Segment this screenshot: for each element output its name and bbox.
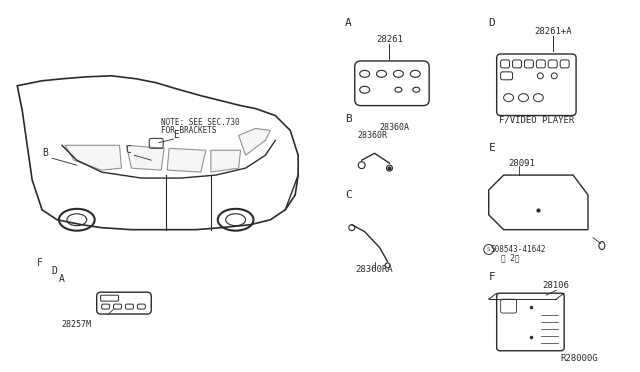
Text: E: E <box>173 130 179 140</box>
Text: R28000G: R28000G <box>560 354 598 363</box>
Text: B: B <box>345 113 351 124</box>
Polygon shape <box>167 148 206 172</box>
Polygon shape <box>17 76 298 230</box>
Text: D: D <box>489 18 495 28</box>
Text: 28360R: 28360R <box>358 131 388 140</box>
Text: F/VIDEO PLAYER: F/VIDEO PLAYER <box>499 116 574 125</box>
Text: NOTE: SEE SEC.730: NOTE: SEE SEC.730 <box>161 118 240 127</box>
Text: 〈 2〉: 〈 2〉 <box>500 253 519 262</box>
Text: C: C <box>345 190 351 200</box>
Text: 28261: 28261 <box>376 35 403 44</box>
Text: S: S <box>487 247 490 252</box>
Text: 28106: 28106 <box>543 281 570 290</box>
Text: S08543-41642: S08543-41642 <box>491 245 546 254</box>
Text: 28261+A: 28261+A <box>534 27 572 36</box>
Circle shape <box>484 244 493 254</box>
Text: F: F <box>37 259 43 269</box>
Text: A: A <box>59 274 65 284</box>
Text: 28360A: 28360A <box>380 123 410 132</box>
Text: FOR BRACKETS: FOR BRACKETS <box>161 126 217 135</box>
Text: 28091: 28091 <box>509 159 536 168</box>
Text: 28360RA: 28360RA <box>356 265 394 274</box>
Text: B: B <box>42 148 48 158</box>
Polygon shape <box>65 145 122 170</box>
Text: C: C <box>125 145 131 155</box>
Polygon shape <box>127 145 164 170</box>
Polygon shape <box>239 128 270 155</box>
Polygon shape <box>489 175 588 230</box>
Text: E: E <box>489 143 495 153</box>
Text: A: A <box>345 18 351 28</box>
Text: F: F <box>489 272 495 282</box>
Polygon shape <box>211 150 241 172</box>
Text: D: D <box>51 266 57 276</box>
Text: 28257M: 28257M <box>61 320 92 330</box>
